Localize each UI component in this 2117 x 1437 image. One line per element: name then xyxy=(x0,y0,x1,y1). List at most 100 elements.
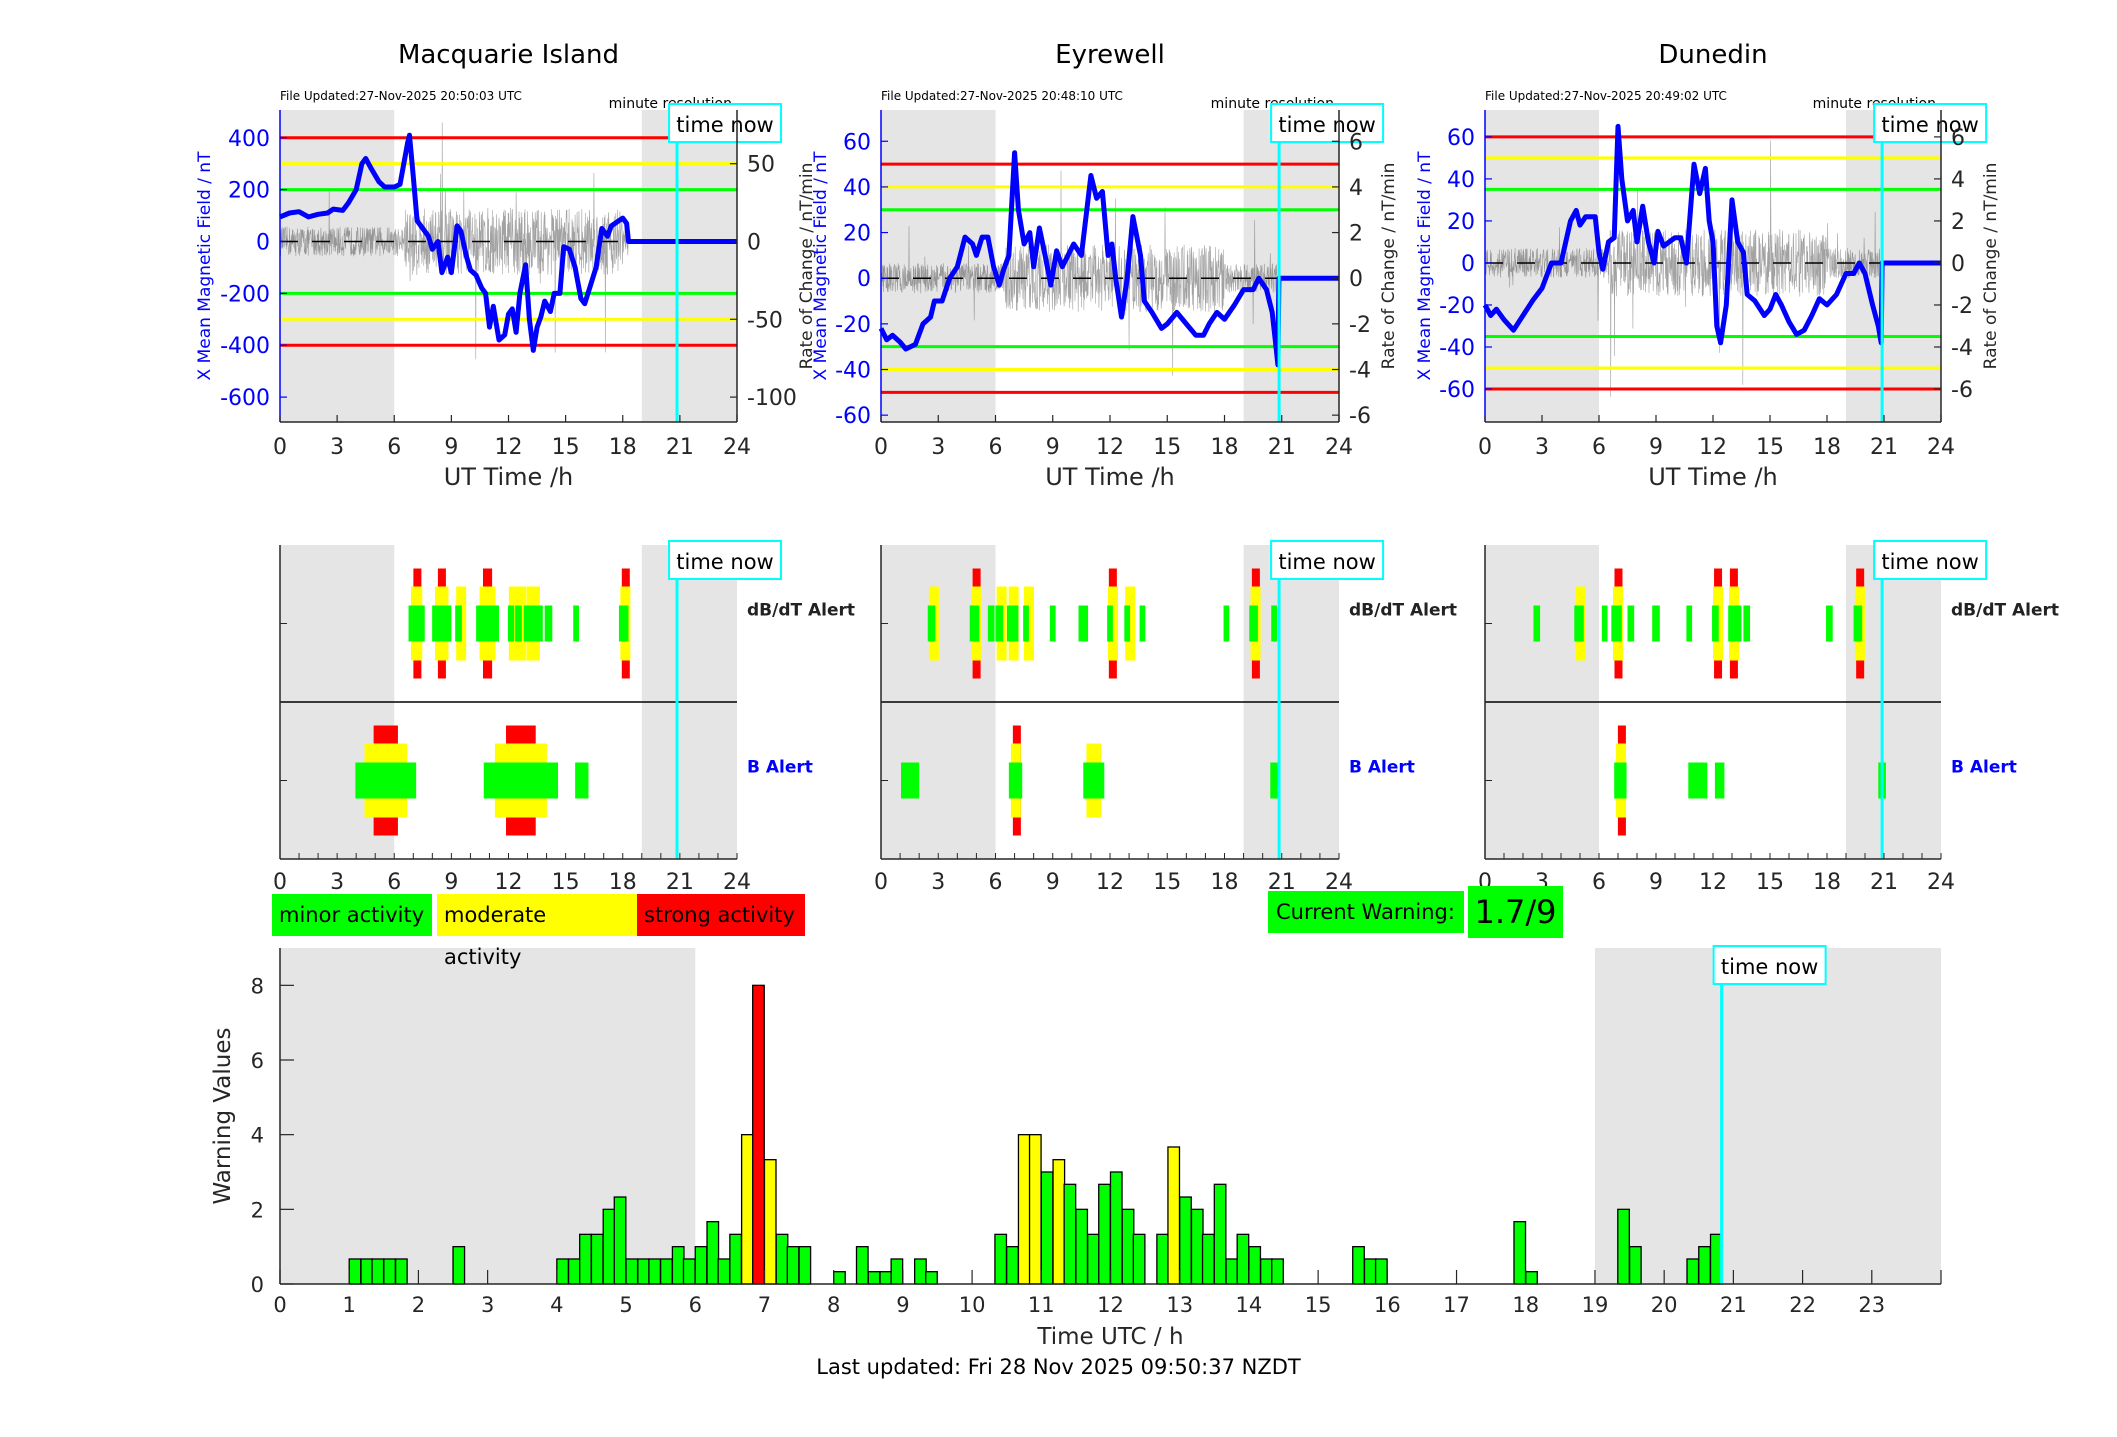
time-now-box xyxy=(1873,103,1988,143)
x-tick-label: 12 xyxy=(1699,435,1727,460)
y-tick-label: -600 xyxy=(220,386,270,411)
y-tick-label: -60 xyxy=(835,404,871,429)
warning-bar xyxy=(1179,1196,1192,1285)
time-now-box xyxy=(668,540,783,580)
x-tick-label: 17 xyxy=(1443,1293,1470,1317)
time-now-label: time now xyxy=(1278,113,1375,137)
x-tick-label: 6 xyxy=(989,435,1003,460)
alert-moderate-mark xyxy=(1024,586,1035,661)
y2-axis-label: Rate of Change / nT/min xyxy=(1981,163,2001,370)
x-tick-label: 3 xyxy=(1535,435,1549,460)
file-updated-text: File Updated:27-Nov-2025 20:48:10 UTC xyxy=(881,89,1123,103)
last-updated: Last updated: Fri 28 Nov 2025 09:50:37 N… xyxy=(816,1355,1301,1379)
warning-bar xyxy=(1040,1171,1054,1285)
warning-bar xyxy=(1201,1233,1215,1285)
warning-bar xyxy=(1363,1258,1377,1285)
x-tick-label: 21 xyxy=(1870,435,1898,460)
dbdt-alert-label: dB/dT Alert xyxy=(1951,601,2059,621)
warning-bar xyxy=(1213,1183,1227,1285)
alert-minor-mark xyxy=(455,605,462,642)
x-tick-label: 18 xyxy=(1211,435,1239,460)
y2-tick-label: 0 xyxy=(1951,252,1965,277)
rate-of-change-trace xyxy=(1484,140,1882,397)
night-shading xyxy=(280,948,696,1284)
station-title: Macquarie Island xyxy=(398,40,619,70)
time-now-label: time now xyxy=(1881,550,1978,574)
alert-minor-mark xyxy=(575,762,589,799)
alert-minor-mark xyxy=(355,762,417,799)
y-tick-label: 400 xyxy=(228,127,270,152)
time-now-label: time now xyxy=(1278,550,1375,574)
y2-tick-label: 2 xyxy=(1951,210,1965,235)
alert-minor-mark xyxy=(995,605,1004,642)
warning-bar xyxy=(867,1271,881,1285)
warning-bar xyxy=(706,1221,720,1285)
alert-panel-eyrewell: time now 0 3 6 9 12 15 18 21 24 dB/dT Alert B Alert xyxy=(874,540,1457,895)
alert-x-tick-label: 6 xyxy=(989,870,1003,895)
x-tick-label: 12 xyxy=(1097,1293,1124,1317)
dbdt-alert-label: dB/dT Alert xyxy=(747,601,855,621)
y2-tick-label: -100 xyxy=(747,386,797,411)
legend-strong: strong activity xyxy=(637,894,805,936)
alert-minor-mark xyxy=(1270,762,1278,799)
alert-minor-mark xyxy=(1601,605,1608,642)
warning-bar xyxy=(1698,1246,1711,1285)
alert-x-tick-label: 9 xyxy=(1649,870,1663,895)
warning-bar xyxy=(925,1271,938,1285)
y-tick-label: 40 xyxy=(1447,168,1475,193)
alert-x-tick-label: 12 xyxy=(1096,870,1124,895)
y-tick-label: 4 xyxy=(251,1124,264,1148)
warning-bar xyxy=(1063,1183,1077,1285)
warning-bar xyxy=(659,1258,673,1285)
alert-x-tick-label: 6 xyxy=(387,870,401,895)
y-tick-label: 20 xyxy=(843,222,871,247)
alert-x-tick-label: 3 xyxy=(931,870,945,895)
y2-tick-label: -2 xyxy=(1951,294,1973,319)
time-now-label: time now xyxy=(676,550,773,574)
warning-bar xyxy=(671,1246,685,1285)
x-tick-label: 6 xyxy=(689,1293,702,1317)
y-tick-label: -40 xyxy=(1439,336,1475,361)
y2-tick-label: 4 xyxy=(1951,168,1965,193)
y-tick-label: 40 xyxy=(843,176,871,201)
alert-minor-mark xyxy=(1712,605,1719,642)
alert-moderate-mark xyxy=(1107,586,1118,661)
station-title: Dunedin xyxy=(1658,40,1767,70)
warning-bar xyxy=(763,1159,777,1285)
x-tick-label: 6 xyxy=(387,435,401,460)
x-tick-label: 0 xyxy=(273,435,287,460)
y2-tick-label: 6 xyxy=(1349,130,1363,155)
time-now-box xyxy=(1270,540,1385,580)
x-tick-label: 23 xyxy=(1858,1293,1885,1317)
alert-x-tick-label: 18 xyxy=(609,870,637,895)
y-tick-label: -400 xyxy=(220,334,270,359)
warning-bar xyxy=(1075,1208,1089,1285)
warning-bar xyxy=(1374,1258,1388,1285)
warning-bar xyxy=(855,1246,869,1285)
warning-bar xyxy=(682,1258,696,1285)
y-tick-label: -60 xyxy=(1439,378,1475,403)
y2-axis-label: Rate of Change / nT/min xyxy=(797,163,817,370)
alert-minor-mark xyxy=(1728,605,1734,642)
y-axis-label: X Mean Magnetic Field / nT xyxy=(1415,151,1435,381)
y-tick-label: -20 xyxy=(835,313,871,338)
alert-x-tick-label: 3 xyxy=(330,870,344,895)
warning-bar xyxy=(371,1258,385,1285)
alert-minor-mark xyxy=(408,605,425,642)
alert-x-tick-label: 21 xyxy=(1870,870,1898,895)
alert-minor-mark xyxy=(476,605,499,642)
alert-minor-mark xyxy=(901,762,920,799)
warning-bar xyxy=(1052,1159,1066,1285)
field-trace xyxy=(279,132,737,353)
y-axis-label: X Mean Magnetic Field / nT xyxy=(195,151,215,381)
x-tick-label: 22 xyxy=(1789,1293,1816,1317)
warning-bar xyxy=(1617,1208,1630,1285)
alert-moderate-mark xyxy=(1125,586,1136,661)
y-tick-label: 6 xyxy=(251,1049,264,1073)
station-panel-eyrewell: Eyrewell File Updated:27-Nov-2025 20:48:1… xyxy=(811,40,1399,491)
warning-bar xyxy=(1087,1233,1100,1285)
warning-bar xyxy=(648,1258,662,1285)
warning-bar xyxy=(1260,1258,1273,1285)
x-tick-label: 12 xyxy=(495,435,523,460)
